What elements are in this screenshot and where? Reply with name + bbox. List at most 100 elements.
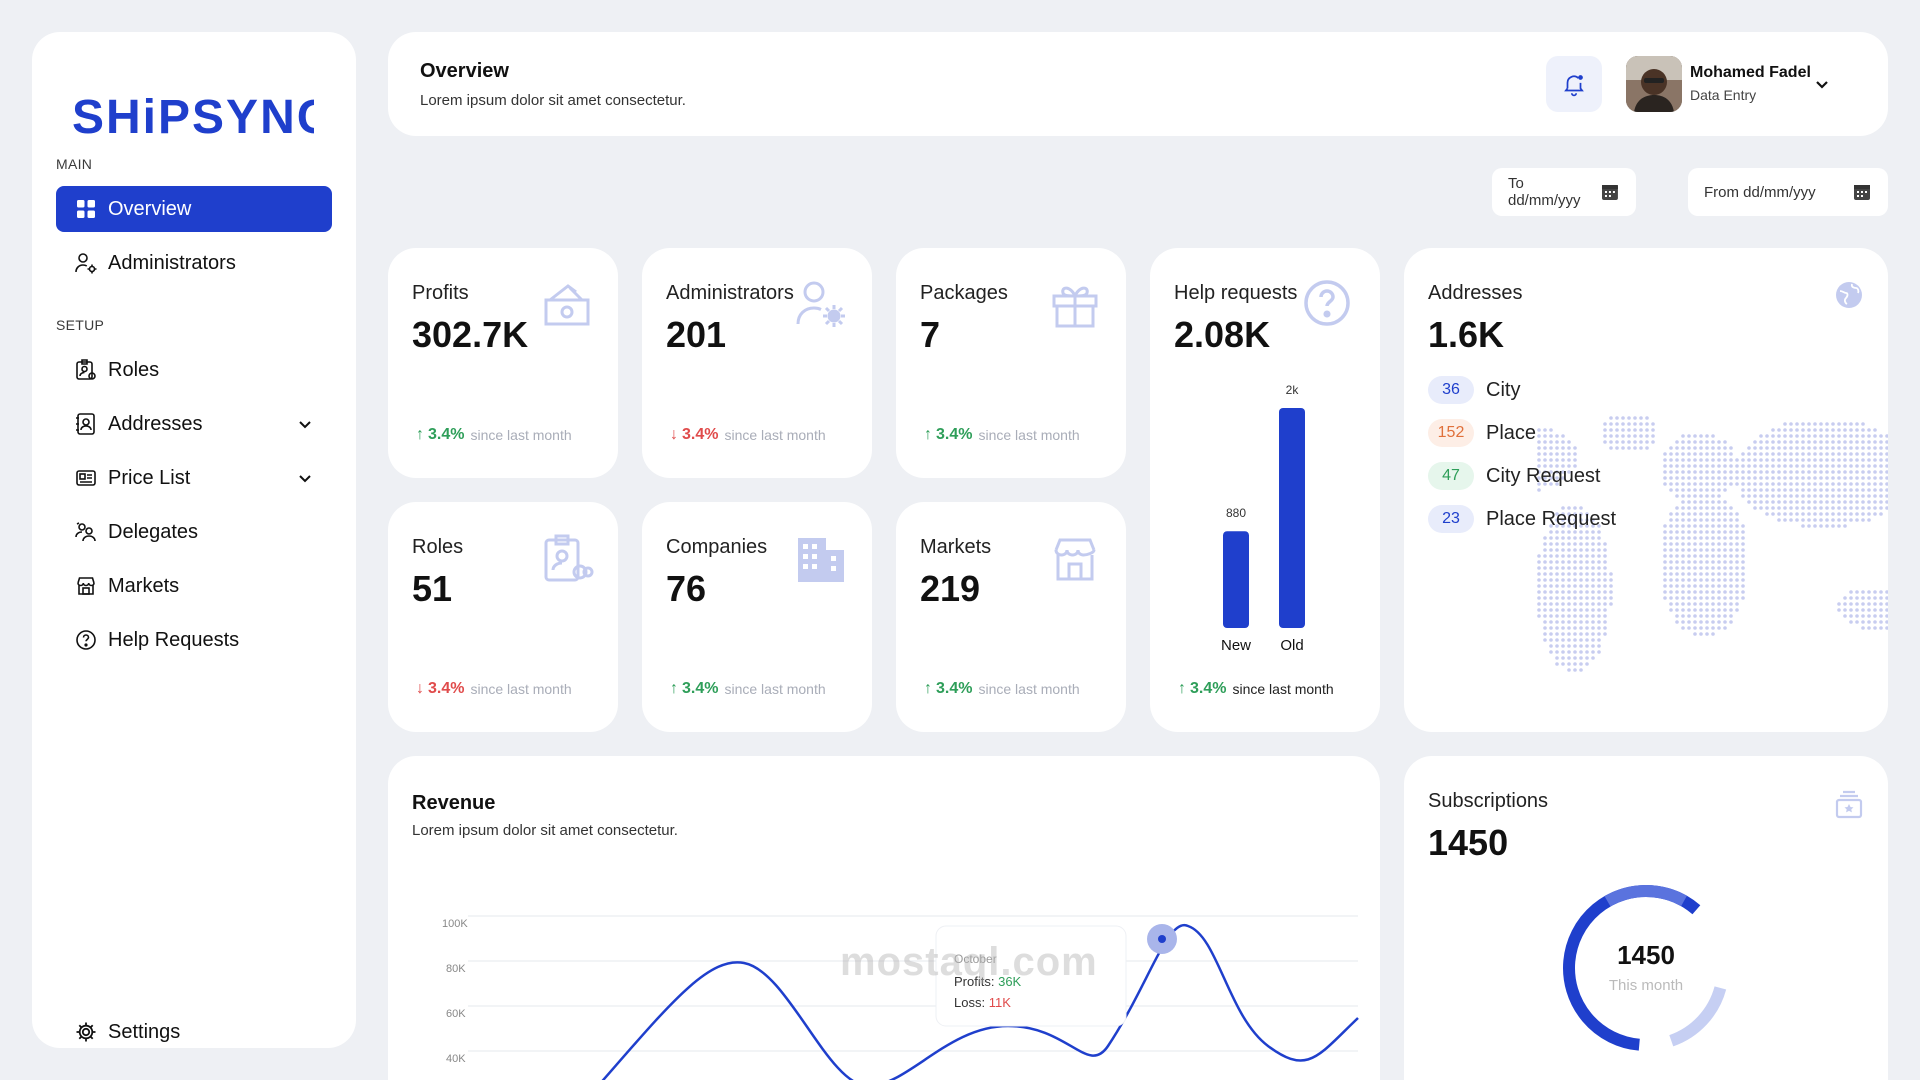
stat-label: Administrators xyxy=(666,282,794,304)
stat-label: Packages xyxy=(920,282,1008,304)
arrow-up-icon: ↑ xyxy=(670,680,678,697)
trend-percent: 3.4% xyxy=(936,426,973,443)
sidebar: SHiPSYNC MAIN Overview Administrators SE… xyxy=(32,32,356,1048)
sidebar-item-label: Administrators xyxy=(108,251,236,274)
user-gear-icon xyxy=(796,281,845,327)
calendar-icon[interactable] xyxy=(1600,182,1620,202)
globe-icon xyxy=(1836,282,1862,308)
subscriptions-card[interactable]: Subscriptions 1450 1450 This month xyxy=(1404,756,1888,1080)
stat-label: Companies xyxy=(666,536,768,558)
trend-since: since last month xyxy=(978,681,1080,697)
page-subtitle: Lorem ipsum dolor sit amet consectetur. xyxy=(420,92,686,109)
arrow-up-icon: ↑ xyxy=(924,426,932,443)
arrow-up-icon: ↑ xyxy=(1178,680,1186,697)
sidebar-item-label: Price List xyxy=(108,466,191,489)
sidebar-item-price-list[interactable]: Price List xyxy=(56,455,332,501)
roles-card[interactable]: Roles 51 ↓ 3.4% since last month xyxy=(388,502,618,732)
administrators-card[interactable]: Administrators 201 ↓ 3.4% since last mon… xyxy=(642,248,872,478)
address-item-place[interactable]: 152 Place xyxy=(1428,419,1536,447)
subscriptions-donut: 1450 This month xyxy=(1563,884,1729,1051)
donut-value: 1450 xyxy=(1617,940,1675,970)
sidebar-item-label: Delegates xyxy=(108,520,199,543)
sidebar-item-roles[interactable]: Roles xyxy=(56,347,332,393)
to-date-field[interactable]: To dd/mm/yyy xyxy=(1492,168,1636,216)
from-date-field[interactable]: From dd/mm/yyy xyxy=(1688,168,1888,216)
arrow-up-icon: ↑ xyxy=(416,426,424,443)
store-icon xyxy=(1054,538,1096,581)
addresses-card[interactable]: Addresses 1.6K 36 City 152 Place 47 City… xyxy=(1404,248,1888,732)
money-icon xyxy=(544,284,590,326)
avatar[interactable] xyxy=(1626,56,1682,112)
count-badge: 36 xyxy=(1428,376,1474,404)
sidebar-item-overview[interactable]: Overview xyxy=(56,186,332,232)
page-title: Overview xyxy=(420,60,509,82)
stat-value: 219 xyxy=(920,568,981,609)
address-item-city[interactable]: 36 City xyxy=(1428,376,1520,404)
sidebar-item-label: Overview xyxy=(108,197,192,220)
user-gear-icon xyxy=(74,251,98,275)
shipsync-logo[interactable]: SHiPSYNC xyxy=(72,76,314,156)
to-date-placeholder: To dd/mm/yyy xyxy=(1508,175,1581,209)
trend-percent: 3.4% xyxy=(428,680,465,697)
stat-label: Markets xyxy=(920,536,992,558)
help-circle-icon xyxy=(74,628,98,652)
badge-icon xyxy=(74,358,98,382)
sidebar-item-delegates[interactable]: Delegates xyxy=(56,509,332,555)
address-item-label: City Request xyxy=(1486,464,1601,487)
building-icon xyxy=(798,538,844,582)
svg-text:SHiPSYNC: SHiPSYNC xyxy=(72,91,314,144)
stat-label: Roles xyxy=(412,536,464,558)
trend-since: since last month xyxy=(978,427,1080,443)
address-item-label: City xyxy=(1486,378,1521,401)
markets-card[interactable]: Markets 219 ↑ 3.4% since last month xyxy=(896,502,1126,732)
watermark: mostaql.com xyxy=(840,940,1098,984)
help-requests-card[interactable]: Help requests 2.08K 880 New 2k Old ↑ 3.4% s… xyxy=(1150,248,1380,732)
sidebar-item-addresses[interactable]: Addresses xyxy=(56,401,332,447)
companies-card[interactable]: Companies 76 ↑ 3.4% since last month xyxy=(642,502,872,732)
gift-icon xyxy=(1052,286,1098,328)
trend-since: since last month xyxy=(724,681,826,697)
store-icon xyxy=(74,574,98,598)
packages-card[interactable]: Packages 7 ↑ 3.4% since last month xyxy=(896,248,1126,478)
stat-label: Addresses xyxy=(1428,282,1523,304)
sidebar-item-administrators[interactable]: Administrators xyxy=(56,240,332,286)
revenue-card[interactable]: Revenue Lorem ipsum dolor sit amet conse… xyxy=(388,756,1380,1080)
stat-value: 51 xyxy=(412,568,453,609)
chevron-down-icon[interactable] xyxy=(1812,74,1832,94)
stat-value: 201 xyxy=(666,314,727,355)
arrow-down-icon: ↓ xyxy=(670,426,678,443)
bar-new[interactable] xyxy=(1223,531,1249,628)
notifications-button[interactable] xyxy=(1546,56,1602,112)
trend-since: since last month xyxy=(1232,681,1334,697)
chevron-down-icon[interactable] xyxy=(296,415,314,433)
badge-icon xyxy=(544,534,594,582)
y-tick-label: 80K xyxy=(446,963,466,975)
sidebar-item-label: Addresses xyxy=(108,412,203,435)
calendar-icon[interactable] xyxy=(1852,182,1872,202)
revenue-title: Revenue xyxy=(412,792,496,814)
user-role: Data Entry xyxy=(1690,87,1757,103)
user-name: Mohamed Fadel xyxy=(1690,64,1811,81)
sidebar-item-label: Help Requests xyxy=(108,628,240,651)
delegates-icon xyxy=(74,520,98,544)
trend-percent: 3.4% xyxy=(682,680,719,697)
sidebar-item-markets[interactable]: Markets xyxy=(56,563,332,609)
trend-percent: 3.4% xyxy=(936,680,973,697)
trend-percent: 3.4% xyxy=(428,426,465,443)
profits-card[interactable]: Profits 302.7K ↑ 3.4% since last month xyxy=(388,248,618,478)
address-item-city-request[interactable]: 47 City Request xyxy=(1428,462,1601,490)
stat-value: 76 xyxy=(666,568,707,609)
sidebar-item-help-requests[interactable]: Help Requests xyxy=(56,617,332,663)
address-item-place-request[interactable]: 23 Place Request xyxy=(1428,505,1616,533)
stat-trend: ↓ 3.4% since last month xyxy=(416,680,572,698)
x-tick-label: Old xyxy=(1280,637,1303,654)
from-date-placeholder: From dd/mm/yyy xyxy=(1704,183,1816,201)
bar-old[interactable] xyxy=(1279,408,1305,628)
sidebar-item-settings[interactable]: Settings xyxy=(56,1009,332,1055)
x-tick-label: New xyxy=(1221,637,1251,654)
stat-trend: ↑ 3.4% since last month xyxy=(924,426,1080,444)
stat-value: 7 xyxy=(920,314,941,355)
gear-icon xyxy=(74,1020,98,1044)
chevron-down-icon[interactable] xyxy=(296,469,314,487)
count-badge: 23 xyxy=(1428,505,1474,533)
